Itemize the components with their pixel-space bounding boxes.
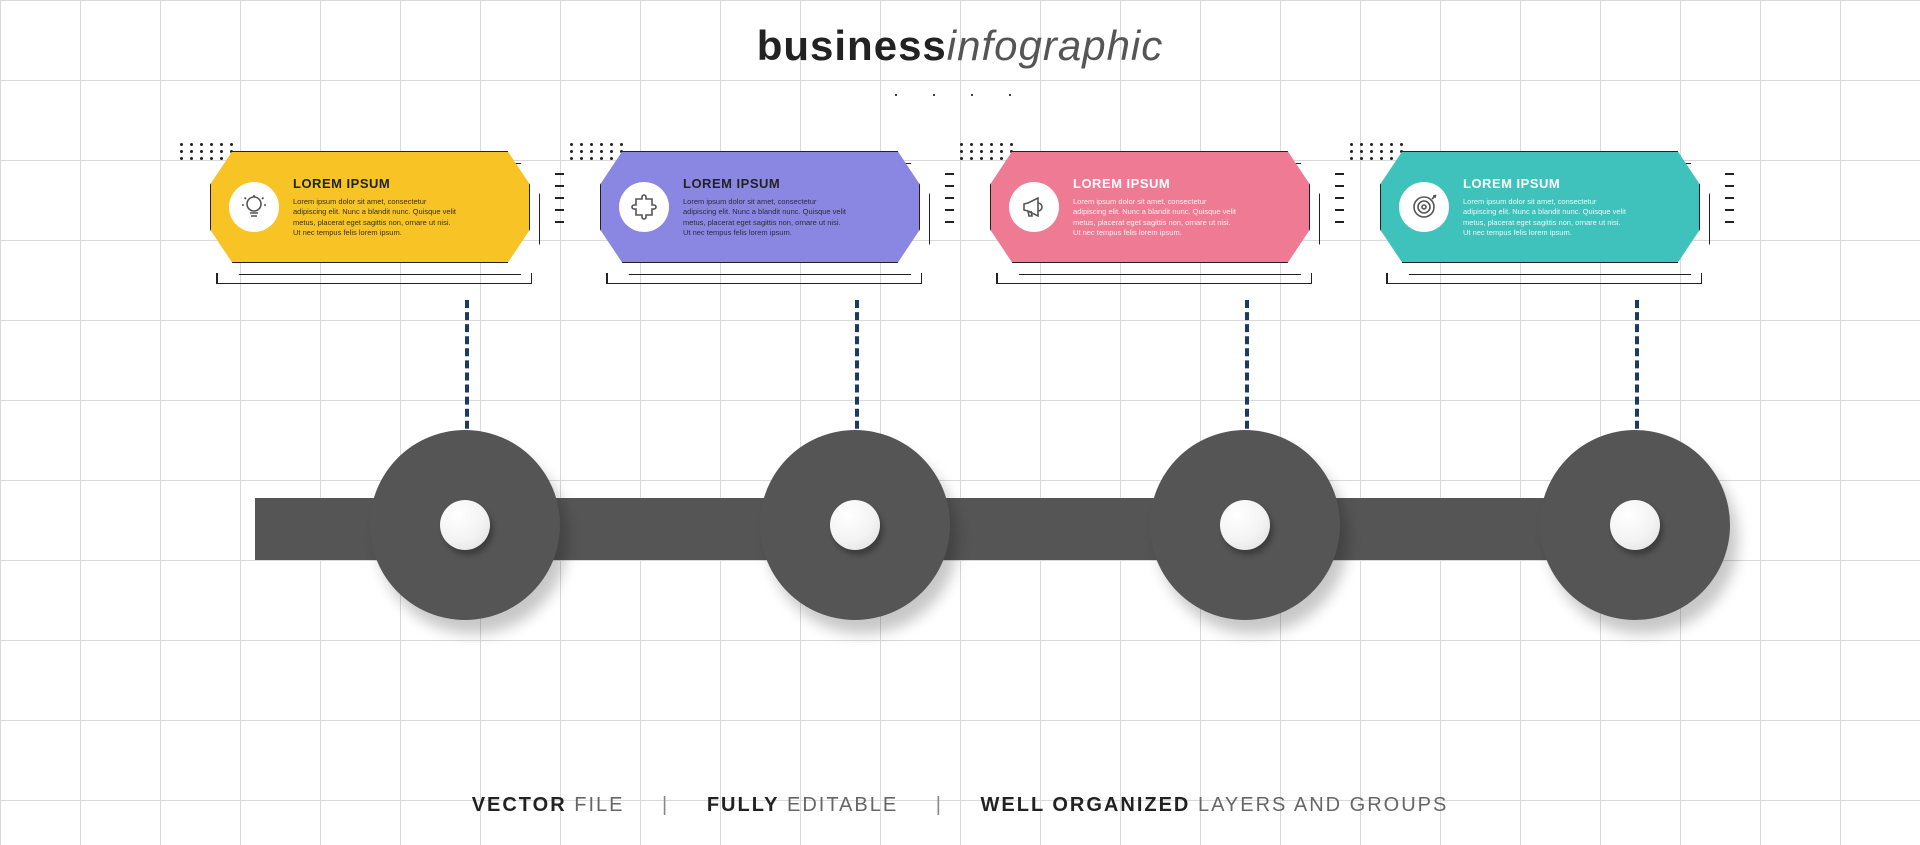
card-pill: LOREM IPSUM Lorem ipsum dolor sit amet, c… (210, 151, 530, 263)
header: businessinfographic . . . . (0, 22, 1920, 101)
side-marks (1725, 173, 1734, 223)
decor-dots (570, 143, 626, 160)
title-bold: business (757, 22, 947, 69)
card-title: LOREM IPSUM (1073, 176, 1291, 191)
decor-dots (180, 143, 236, 160)
timeline-node (370, 430, 560, 620)
title-dots: . . . . (0, 80, 1920, 101)
footer-1-thin: FILE (574, 794, 624, 816)
footer: VECTOR FILE | FULLY EDITABLE | WELL ORGA… (0, 794, 1920, 817)
card-text: LOREM IPSUM Lorem ipsum dolor sit amet, c… (293, 176, 511, 238)
card-text: LOREM IPSUM Lorem ipsum dolor sit amet, c… (683, 176, 901, 238)
timeline-node (1150, 430, 1340, 620)
side-marks (555, 173, 564, 223)
side-marks (945, 173, 954, 223)
timeline-node-inner (440, 500, 490, 550)
side-marks (1335, 173, 1344, 223)
timeline-node-inner (830, 500, 880, 550)
footer-sep-2: | (936, 794, 943, 816)
card-pill: LOREM IPSUM Lorem ipsum dolor sit amet, c… (990, 151, 1310, 263)
timeline-node-inner (1220, 500, 1270, 550)
card-body: Lorem ipsum dolor sit amet, consectetur … (683, 197, 848, 238)
card-title: LOREM IPSUM (293, 176, 511, 191)
footer-3-bold: WELL ORGANIZED (981, 794, 1191, 816)
card-body: Lorem ipsum dolor sit amet, consectetur … (1463, 197, 1628, 238)
footer-2-thin: EDITABLE (787, 794, 898, 816)
card-title: LOREM IPSUM (1463, 176, 1681, 191)
card-body: Lorem ipsum dolor sit amet, consectetur … (1073, 197, 1238, 238)
card-underscore (606, 283, 922, 284)
lightbulb-icon (229, 182, 279, 232)
card-pill: LOREM IPSUM Lorem ipsum dolor sit amet, c… (1380, 151, 1700, 263)
card-title: LOREM IPSUM (683, 176, 901, 191)
decor-dots (960, 143, 1016, 160)
title-thin: infographic (947, 22, 1163, 69)
timeline (175, 430, 1745, 630)
decor-dots (1350, 143, 1406, 160)
page-title: businessinfographic (0, 22, 1920, 70)
target-icon (1399, 182, 1449, 232)
card-underscore (1386, 283, 1702, 284)
megaphone-icon (1009, 182, 1059, 232)
timeline-node-inner (1610, 500, 1660, 550)
card-underscore (996, 283, 1312, 284)
card-pill: LOREM IPSUM Lorem ipsum dolor sit amet, c… (600, 151, 920, 263)
card-body: Lorem ipsum dolor sit amet, consectetur … (293, 197, 458, 238)
puzzle-icon (619, 182, 669, 232)
card-text: LOREM IPSUM Lorem ipsum dolor sit amet, c… (1463, 176, 1681, 238)
footer-3-thin: LAYERS AND GROUPS (1198, 794, 1448, 816)
background-grid (0, 0, 1920, 845)
timeline-node (760, 430, 950, 620)
card-text: LOREM IPSUM Lorem ipsum dolor sit amet, c… (1073, 176, 1291, 238)
footer-1-bold: VECTOR (472, 794, 567, 816)
timeline-node (1540, 430, 1730, 620)
footer-sep-1: | (662, 794, 669, 816)
footer-2-bold: FULLY (707, 794, 780, 816)
card-underscore (216, 283, 532, 284)
